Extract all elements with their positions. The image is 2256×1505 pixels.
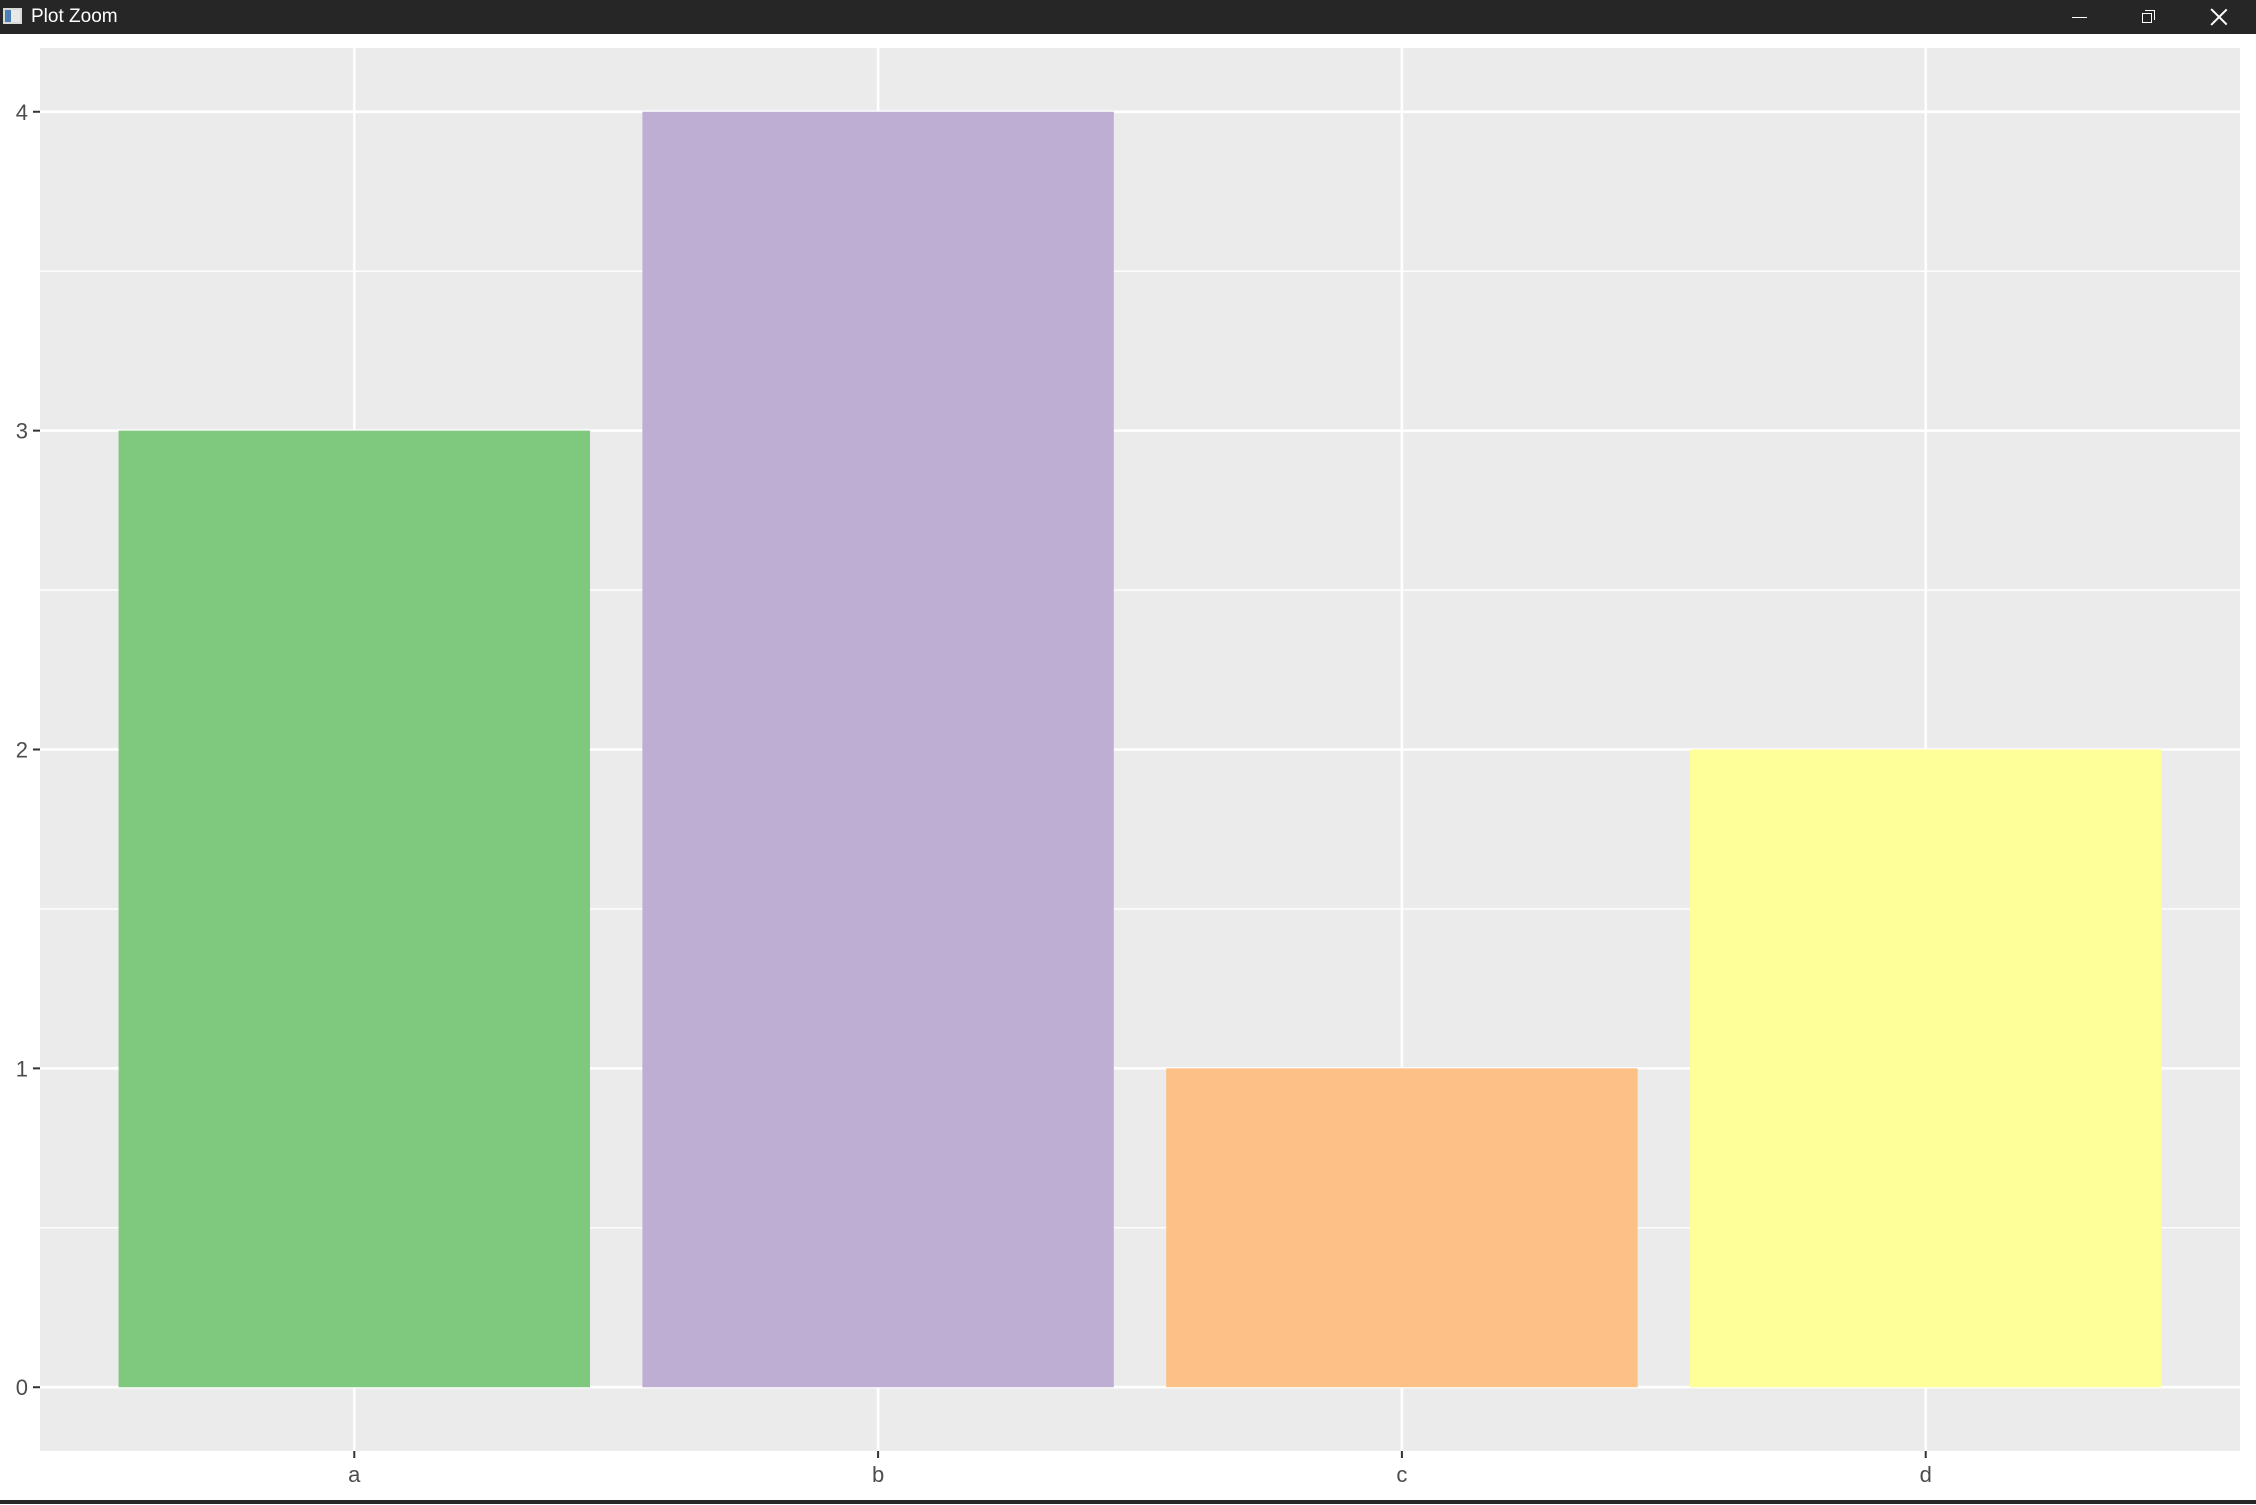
- y-tick-label: 4: [16, 100, 28, 125]
- y-tick-label: 1: [16, 1056, 28, 1081]
- restore-button[interactable]: [2114, 0, 2184, 34]
- y-tick-label: 3: [16, 419, 28, 444]
- bar-b: [642, 111, 1114, 1388]
- x-tick-label: b: [872, 1462, 884, 1487]
- close-icon: [2210, 8, 2228, 26]
- bar-d: [1690, 749, 2162, 1388]
- y-tick-label: 2: [16, 738, 28, 763]
- minimize-icon: [2071, 16, 2087, 18]
- plot-area: 0 1 2 3 4 a b c d: [0, 34, 2256, 1500]
- bar-c: [1166, 1068, 1638, 1388]
- bar-chart: 0 1 2 3 4 a b c d: [16, 48, 2240, 1487]
- restore-icon: [2142, 10, 2156, 24]
- minimize-button[interactable]: [2044, 0, 2114, 34]
- title-bar[interactable]: Plot Zoom: [0, 0, 2256, 34]
- x-tick-label: a: [348, 1462, 361, 1487]
- x-tick-label: c: [1396, 1462, 1407, 1487]
- bar-a: [118, 430, 591, 1388]
- window-title: Plot Zoom: [31, 6, 118, 27]
- x-tick-label: d: [1920, 1462, 1932, 1487]
- plot-window-icon: [3, 8, 22, 24]
- window-bottom-border: [0, 1500, 2256, 1504]
- y-tick-label: 0: [16, 1375, 28, 1400]
- close-button[interactable]: [2184, 0, 2254, 34]
